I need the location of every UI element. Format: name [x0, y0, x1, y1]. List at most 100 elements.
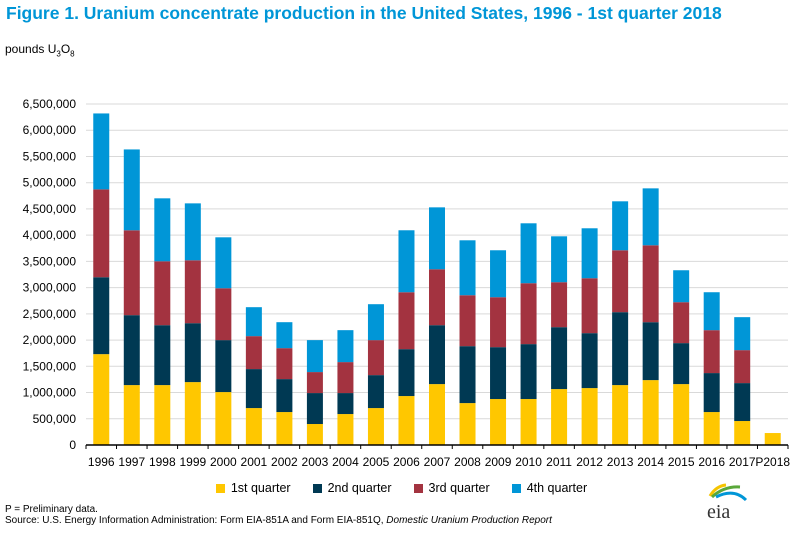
source-note: Source: U.S. Energy Information Administ…	[5, 515, 552, 526]
bar-segment-3	[245, 336, 262, 370]
bar-segment-3	[337, 362, 354, 394]
bar-segment-1	[612, 385, 629, 445]
x-tick-label: 2012	[576, 455, 603, 469]
legend-label: 3rd quarter	[428, 481, 490, 495]
bar-segment-4	[703, 292, 720, 331]
bar-segment-2	[459, 346, 476, 404]
bar-segment-4	[551, 236, 568, 283]
bar-segment-4	[673, 270, 690, 303]
bar-segment-1	[429, 384, 445, 445]
legend: 1st quarter 2nd quarter 3rd quarter 4th qua…	[0, 481, 803, 495]
bar-segment-4	[245, 307, 262, 337]
bar-segment-2	[612, 312, 629, 386]
bar-segment-4	[398, 230, 415, 293]
bar-segment-1	[734, 421, 751, 445]
bar-segment-3	[581, 278, 598, 334]
y-axis-label-sub1: 3	[56, 49, 61, 59]
legend-item: 2nd quarter	[312, 481, 392, 495]
bar-segment-3	[459, 295, 476, 347]
bar-segment-2	[490, 347, 507, 400]
bar-segment-3	[490, 297, 507, 348]
x-tick-label: 1998	[149, 455, 176, 469]
bar-segment-2	[642, 322, 659, 381]
legend-swatch	[215, 483, 225, 493]
x-tick-label: 2010	[515, 455, 542, 469]
x-tick-label: 2011	[546, 455, 572, 469]
y-tick-label: 3,500,000	[23, 254, 77, 268]
x-tick-label: 1997	[118, 455, 145, 469]
y-tick-label: 2,500,000	[23, 307, 77, 321]
source-text: Source: U.S. Energy Information Administ…	[5, 515, 387, 526]
legend-swatch	[312, 483, 322, 493]
x-tick-label: 2015	[668, 455, 695, 469]
bar-segment-1	[184, 382, 201, 445]
bar-segment-3	[642, 245, 659, 323]
bar-segment-3	[429, 269, 445, 326]
x-tick-label: 2001	[241, 455, 268, 469]
preliminary-note: P = Preliminary data.	[5, 504, 98, 515]
bar-segment-4	[184, 203, 201, 261]
bar-segment-2	[123, 315, 140, 386]
bar-segment-3	[703, 330, 720, 374]
legend-item: 1st quarter	[215, 481, 291, 495]
bar-segment-1	[123, 385, 140, 445]
bar-segment-2	[551, 327, 568, 390]
bar-segment-4	[93, 113, 110, 190]
bar-segment-2	[734, 383, 751, 422]
bar-segment-4	[490, 250, 507, 298]
bar-segment-4	[734, 317, 751, 351]
bar-segment-1	[367, 408, 384, 445]
legend-item: 3rd quarter	[413, 481, 490, 495]
bar-segment-1	[703, 412, 720, 445]
svg-text:eia: eia	[707, 501, 730, 523]
y-tick-label: 500,000	[33, 412, 77, 426]
x-tick-label: 2017	[729, 455, 756, 469]
bar-segment-3	[154, 261, 171, 326]
bar-segment-3	[306, 372, 323, 394]
y-axis-label-base: pounds U	[5, 42, 57, 56]
chart-title: Figure 1. Uranium concentrate production…	[6, 3, 722, 23]
bar-segment-1	[306, 424, 323, 445]
bar-segment-2	[306, 393, 323, 425]
bar-segment-4	[215, 237, 232, 289]
y-tick-label: 0	[69, 438, 76, 452]
bar-segment-1	[764, 433, 781, 445]
bar-segment-1	[93, 354, 110, 445]
bar-segment-4	[429, 207, 445, 270]
bar-segment-2	[398, 349, 415, 397]
bar-segment-4	[581, 228, 598, 279]
x-tick-label: 1999	[179, 455, 206, 469]
bar-segment-4	[642, 188, 659, 246]
bar-segment-3	[276, 348, 293, 380]
x-tick-label: 2005	[363, 455, 390, 469]
bar-segment-2	[673, 343, 690, 385]
bar-segment-1	[490, 399, 507, 445]
y-tick-label: 4,500,000	[23, 202, 77, 216]
bar-segment-2	[245, 369, 262, 409]
bar-segment-1	[581, 388, 598, 445]
x-tick-label: P2018	[755, 455, 790, 469]
bar-segment-3	[123, 230, 140, 316]
bar-segment-4	[520, 223, 537, 284]
bar-segment-1	[276, 412, 293, 445]
bar-segment-2	[93, 277, 110, 355]
bar-segment-4	[276, 322, 293, 349]
y-axis-label-sub2: 8	[70, 49, 75, 59]
bar-segment-3	[398, 292, 415, 350]
bar-segment-3	[551, 282, 568, 328]
eia-logo: eia	[707, 483, 748, 523]
bar-segment-3	[520, 283, 537, 345]
y-tick-label: 5,000,000	[23, 176, 77, 190]
bar-segment-2	[215, 340, 232, 393]
bar-segment-1	[245, 408, 262, 445]
y-tick-label: 1,500,000	[23, 359, 77, 373]
y-tick-label: 1,000,000	[23, 386, 77, 400]
bar-segment-1	[520, 399, 537, 445]
legend-swatch	[511, 483, 521, 493]
stacked-bar-chart: 0 500,000 1,000,000 1,500,000 2,000,000 2,500…	[23, 97, 791, 469]
bar-segment-2	[581, 333, 598, 389]
x-tick-label: 2013	[607, 455, 634, 469]
bar-segment-1	[673, 384, 690, 445]
bar-segment-4	[337, 330, 354, 363]
x-tick-label: 2016	[698, 455, 725, 469]
